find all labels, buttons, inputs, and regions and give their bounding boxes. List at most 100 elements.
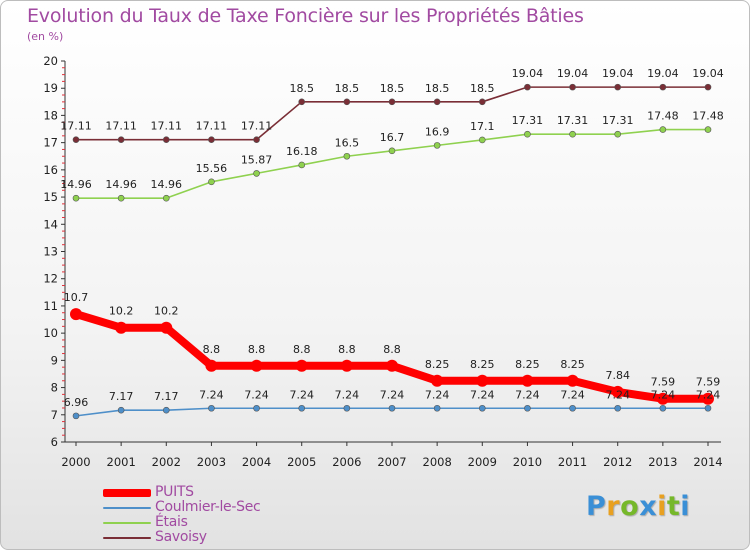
data-label: 7.24: [335, 388, 360, 401]
x-tick-label: 2010: [513, 455, 542, 469]
data-label: 16.7: [380, 131, 405, 144]
data-point: [704, 83, 712, 91]
x-tick-label: 2002: [152, 455, 181, 469]
data-label: 7.24: [651, 388, 676, 401]
data-point: [659, 83, 667, 91]
data-point: [611, 385, 624, 398]
x-tick-label: 2003: [197, 455, 226, 469]
data-label: 18.5: [289, 82, 314, 95]
legend-label: Savoisy: [155, 529, 207, 545]
data-point: [117, 136, 125, 143]
data-label: 14.96: [151, 178, 183, 191]
logo-letter: i: [657, 491, 667, 522]
data-point: [433, 142, 441, 149]
y-tick-label: 6: [51, 435, 58, 449]
data-point: [566, 374, 579, 387]
data-label: 8.8: [383, 343, 401, 356]
data-point: [250, 359, 263, 372]
data-point: [295, 359, 308, 372]
data-label: 7.24: [244, 388, 269, 401]
data-point: [433, 98, 441, 106]
data-point: [704, 126, 712, 133]
data-label: 17.11: [196, 120, 228, 133]
x-tick-label: 2000: [61, 455, 90, 469]
legend-label: Coulmier-le-Sec: [155, 499, 261, 515]
data-point: [208, 136, 215, 143]
data-label: 14.96: [105, 178, 137, 191]
x-tick-label: 2001: [107, 455, 136, 469]
y-tick-label: 15: [43, 190, 58, 204]
data-point: [386, 359, 398, 372]
legend-swatch: [103, 521, 151, 524]
y-tick-label: 11: [43, 299, 58, 313]
x-tick-label: 2004: [242, 455, 271, 469]
data-point: [162, 136, 170, 143]
data-point: [524, 83, 531, 91]
data-point: [70, 308, 82, 321]
x-tick-label: 2009: [468, 455, 497, 469]
data-point: [524, 404, 531, 412]
legend-swatch: [103, 536, 151, 539]
data-label: 8.25: [470, 358, 495, 371]
y-tick-label: 20: [43, 54, 58, 68]
logo-letter: o: [620, 491, 640, 522]
x-tick-label: 2005: [287, 455, 316, 469]
data-label: 17.48: [647, 110, 679, 123]
data-label: 7.59: [651, 376, 676, 389]
y-tick-label: 8: [51, 381, 58, 395]
data-label: 10.7: [64, 291, 89, 304]
data-label: 7.17: [109, 390, 134, 403]
legend-label: Étais: [155, 514, 188, 530]
data-point: [117, 194, 125, 202]
data-label: 17.11: [151, 120, 183, 133]
data-point: [253, 136, 260, 143]
data-label: 19.04: [557, 67, 589, 80]
data-point: [614, 83, 622, 91]
data-label: 17.11: [241, 120, 273, 133]
line-chart: 6 7 8 9 10 11 12 13 14 15 16 17 18 19 20 2000 2001 2002 20…: [43, 54, 724, 469]
data-point: [614, 130, 622, 138]
data-label: 7.24: [605, 388, 630, 401]
data-point: [72, 412, 80, 420]
logo-letter: i: [680, 491, 691, 522]
data-point: [343, 404, 351, 412]
data-point: [343, 152, 351, 160]
data-point: [162, 406, 170, 414]
data-point: [569, 404, 576, 412]
logo-letter: x: [639, 491, 658, 522]
data-label: 7.24: [380, 388, 405, 401]
data-label: 6.96: [64, 396, 89, 409]
data-point: [388, 98, 396, 106]
data-label: 16.5: [335, 136, 360, 149]
data-point: [298, 161, 306, 169]
data-label: 14.96: [60, 178, 92, 191]
data-point: [569, 83, 576, 91]
data-point: [659, 126, 667, 133]
data-point: [208, 178, 215, 186]
data-label: 17.31: [512, 114, 544, 127]
data-point: [476, 374, 489, 387]
chart-title: Evolution du Taux de Taxe Foncière sur l…: [27, 5, 584, 27]
data-label: 17.48: [692, 110, 724, 123]
proxiti-logo: Proxiti: [586, 491, 690, 522]
y-tick-label: 9: [51, 353, 58, 367]
data-point: [340, 359, 353, 372]
data-point: [704, 404, 712, 412]
y-tick-label: 18: [43, 108, 58, 122]
data-point: [160, 321, 173, 334]
data-label: 7.24: [425, 388, 450, 401]
logo-letter: t: [666, 491, 681, 522]
data-point: [702, 392, 714, 405]
data-label: 7.24: [696, 388, 721, 401]
data-label: 8.25: [515, 358, 540, 371]
data-point: [205, 359, 218, 372]
data-label: 8.8: [293, 343, 311, 356]
unit-label: (en %): [27, 30, 64, 43]
data-point: [521, 374, 534, 387]
y-tick-label: 10: [43, 326, 58, 340]
x-tick-label: 2006: [332, 455, 361, 469]
data-point: [388, 147, 396, 155]
data-label: 8.8: [203, 343, 221, 356]
data-label: 7.24: [470, 388, 495, 401]
